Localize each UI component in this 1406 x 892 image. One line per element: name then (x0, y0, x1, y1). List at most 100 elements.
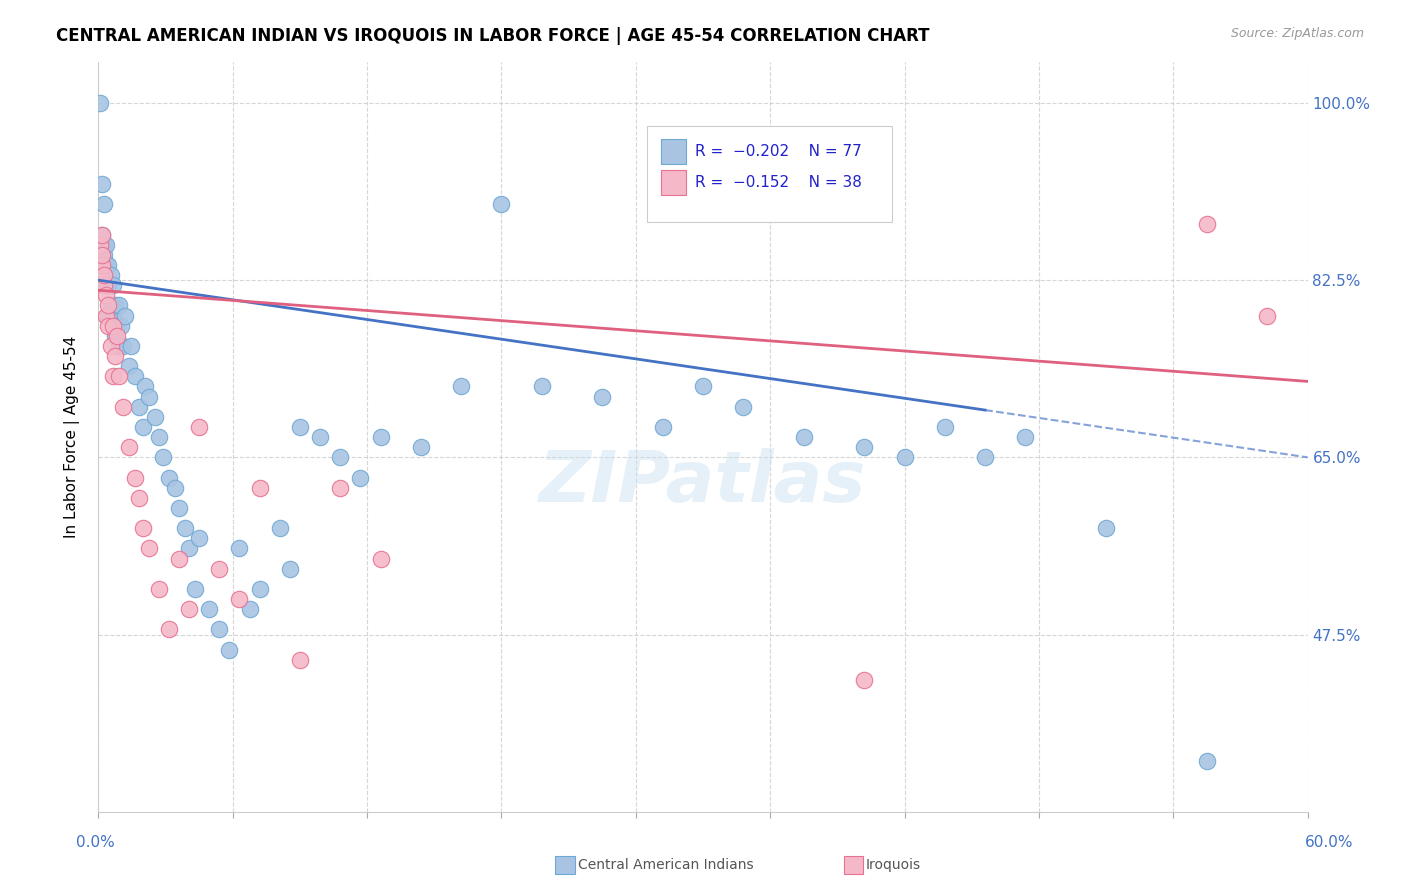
Point (1256, 309, 1278, 323)
Point (591, 390, 613, 404)
Point (89, 237, 111, 252)
Point (450, 379, 472, 393)
Point (239, 602, 262, 616)
Text: R =  −0.152    N = 38: R = −0.152 N = 38 (695, 175, 862, 190)
Point (97, 278, 120, 293)
Point (167, 500, 190, 515)
Point (91, 237, 114, 252)
Text: 0.0%: 0.0% (76, 836, 115, 850)
Point (101, 309, 124, 323)
Point (120, 339, 142, 353)
Point (91, 227, 114, 242)
Point (110, 318, 132, 333)
Point (100, 268, 122, 282)
Point (309, 430, 332, 444)
Point (198, 602, 221, 616)
Point (893, 450, 915, 465)
Point (107, 298, 129, 312)
Point (208, 562, 231, 576)
Point (349, 470, 371, 484)
Point (97, 298, 120, 312)
Text: Central American Indians: Central American Indians (578, 858, 754, 872)
Point (107, 369, 129, 384)
Point (105, 318, 128, 333)
Point (1195, 754, 1218, 768)
Point (93, 197, 115, 211)
Point (278, 562, 301, 576)
Point (100, 339, 122, 353)
Point (89, 268, 111, 282)
Point (91, 227, 114, 242)
Point (93, 268, 115, 282)
Point (208, 623, 231, 637)
Point (651, 420, 673, 434)
Point (128, 400, 150, 414)
Point (93, 237, 115, 252)
Text: ZIPatlas: ZIPatlas (540, 448, 866, 516)
Point (184, 582, 207, 596)
Point (89, 258, 111, 272)
Point (733, 400, 755, 414)
Point (152, 450, 174, 465)
Point (530, 379, 553, 393)
Point (491, 197, 513, 211)
Point (96, 278, 118, 293)
Point (157, 623, 180, 637)
Point (132, 521, 155, 535)
Text: R =  −0.202    N = 77: R = −0.202 N = 77 (695, 145, 862, 160)
Point (329, 450, 352, 465)
Point (96, 309, 118, 323)
Point (288, 653, 311, 667)
Point (228, 592, 250, 607)
Point (1095, 521, 1118, 535)
Point (269, 521, 291, 535)
Point (329, 481, 352, 495)
Point (91, 248, 114, 262)
Point (134, 379, 156, 393)
Point (409, 440, 432, 454)
Point (1014, 430, 1036, 444)
Point (118, 440, 141, 454)
Point (97, 309, 120, 323)
Point (179, 541, 201, 556)
Point (228, 541, 250, 556)
Point (89, 268, 111, 282)
Point (138, 390, 160, 404)
Point (853, 440, 876, 454)
Point (100, 298, 122, 312)
Point (138, 541, 160, 556)
Point (128, 491, 150, 505)
Point (107, 339, 129, 353)
Point (89, 95, 111, 110)
Point (114, 309, 136, 323)
Text: Iroquois: Iroquois (866, 858, 921, 872)
Point (188, 532, 211, 546)
Point (1195, 218, 1218, 232)
Point (179, 602, 201, 616)
Point (97, 258, 120, 272)
Point (97, 318, 120, 333)
Point (249, 481, 271, 495)
Point (103, 349, 125, 363)
Point (89, 248, 111, 262)
Point (692, 379, 714, 393)
Point (188, 420, 211, 434)
Point (288, 420, 311, 434)
Point (148, 582, 170, 596)
Point (218, 642, 240, 657)
Point (793, 430, 815, 444)
Point (101, 278, 124, 293)
Point (157, 470, 180, 484)
Point (118, 359, 141, 374)
Point (111, 400, 134, 414)
Point (167, 551, 190, 566)
Point (96, 258, 118, 272)
Point (143, 409, 166, 424)
Point (249, 582, 271, 596)
Point (111, 339, 134, 353)
Point (101, 369, 124, 384)
Point (124, 369, 146, 384)
Point (103, 328, 125, 343)
Point (174, 521, 197, 535)
Y-axis label: In Labor Force | Age 45-54: In Labor Force | Age 45-54 (63, 336, 80, 538)
